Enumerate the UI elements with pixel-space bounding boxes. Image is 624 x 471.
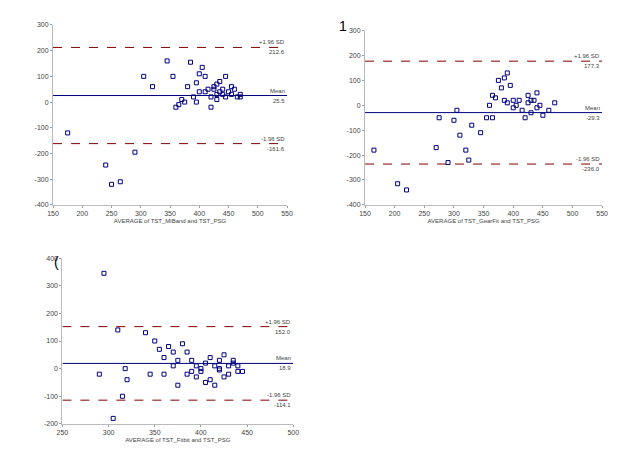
svg-text:AVERAGE of TST_MiBand and TST_: AVERAGE of TST_MiBand and TST_PSG <box>114 218 227 224</box>
svg-text:-100: -100 <box>347 127 361 134</box>
svg-text:Mean: Mean <box>585 105 600 111</box>
svg-text:-300: -300 <box>347 176 361 183</box>
svg-text:300: 300 <box>349 27 361 34</box>
svg-text:350: 350 <box>164 210 176 217</box>
svg-text:350: 350 <box>149 429 161 436</box>
svg-text:-1.96 SD: -1.96 SD <box>267 392 291 398</box>
svg-text:400: 400 <box>195 429 207 436</box>
svg-text:350: 350 <box>478 210 490 217</box>
svg-text:+1.96 SD: +1.96 SD <box>574 53 600 59</box>
svg-text:0: 0 <box>45 99 49 106</box>
svg-text:200: 200 <box>37 47 49 54</box>
svg-text:-1.96 SD: -1.96 SD <box>576 156 600 162</box>
svg-text:-114.1: -114.1 <box>274 402 291 408</box>
svg-text:-100: -100 <box>35 124 49 131</box>
svg-text:550: 550 <box>596 210 608 217</box>
svg-text:400: 400 <box>193 210 205 217</box>
svg-text:177.3: 177.3 <box>584 63 600 69</box>
svg-text:25.5: 25.5 <box>273 98 285 104</box>
svg-text:-200: -200 <box>347 152 361 159</box>
svg-text:250: 250 <box>418 210 430 217</box>
svg-text:150: 150 <box>47 210 59 217</box>
svg-text:550: 550 <box>281 210 293 217</box>
svg-text:-100: -100 <box>44 393 58 400</box>
svg-text:100: 100 <box>46 337 58 344</box>
svg-text:1: 1 <box>339 18 347 34</box>
svg-text:250: 250 <box>57 429 69 436</box>
svg-text:AVERAGE of TST_GearFit and TST: AVERAGE of TST_GearFit and TST_PSG <box>428 218 540 224</box>
svg-text:-300: -300 <box>35 176 49 183</box>
svg-text:(: ( <box>54 254 59 270</box>
svg-text:+1.96 SD: +1.96 SD <box>259 39 285 45</box>
svg-text:300: 300 <box>135 210 147 217</box>
svg-text:Mean: Mean <box>276 355 291 361</box>
svg-text:-400: -400 <box>35 201 49 208</box>
svg-text:18.9: 18.9 <box>279 365 291 371</box>
svg-text:-161.6: -161.6 <box>267 146 285 152</box>
svg-text:450: 450 <box>223 210 235 217</box>
svg-text:-29.3: -29.3 <box>586 115 600 121</box>
svg-text:300: 300 <box>448 210 460 217</box>
svg-text:-236.0: -236.0 <box>582 166 600 172</box>
svg-text:450: 450 <box>537 210 549 217</box>
svg-text:0: 0 <box>54 365 58 372</box>
svg-text:-400: -400 <box>347 201 361 208</box>
svg-text:+1.96 SD: +1.96 SD <box>265 319 291 325</box>
svg-text:200: 200 <box>349 52 361 59</box>
svg-text:400: 400 <box>46 255 58 262</box>
svg-text:500: 500 <box>252 210 264 217</box>
svg-text:250: 250 <box>106 210 118 217</box>
svg-text:200: 200 <box>46 310 58 317</box>
svg-text:152.0: 152.0 <box>275 329 291 335</box>
svg-text:100: 100 <box>349 77 361 84</box>
svg-text:100: 100 <box>37 73 49 80</box>
svg-text:AVERAGE of TST_Fitbit and TST_: AVERAGE of TST_Fitbit and TST_PSG <box>125 437 230 443</box>
svg-text:0: 0 <box>357 102 361 109</box>
svg-text:200: 200 <box>389 210 401 217</box>
svg-text:-1.96 SD: -1.96 SD <box>261 136 285 142</box>
svg-text:300: 300 <box>103 429 115 436</box>
svg-text:Mean: Mean <box>270 88 285 94</box>
svg-text:500: 500 <box>567 210 579 217</box>
svg-text:450: 450 <box>241 429 253 436</box>
svg-text:400: 400 <box>507 210 519 217</box>
svg-text:-200: -200 <box>35 150 49 157</box>
svg-text:300: 300 <box>46 282 58 289</box>
svg-text:150: 150 <box>359 210 371 217</box>
svg-text:200: 200 <box>76 210 88 217</box>
svg-text:212.6: 212.6 <box>269 49 285 55</box>
svg-text:-200: -200 <box>44 420 58 427</box>
svg-text:500: 500 <box>287 429 299 436</box>
svg-text:300: 300 <box>37 21 49 28</box>
